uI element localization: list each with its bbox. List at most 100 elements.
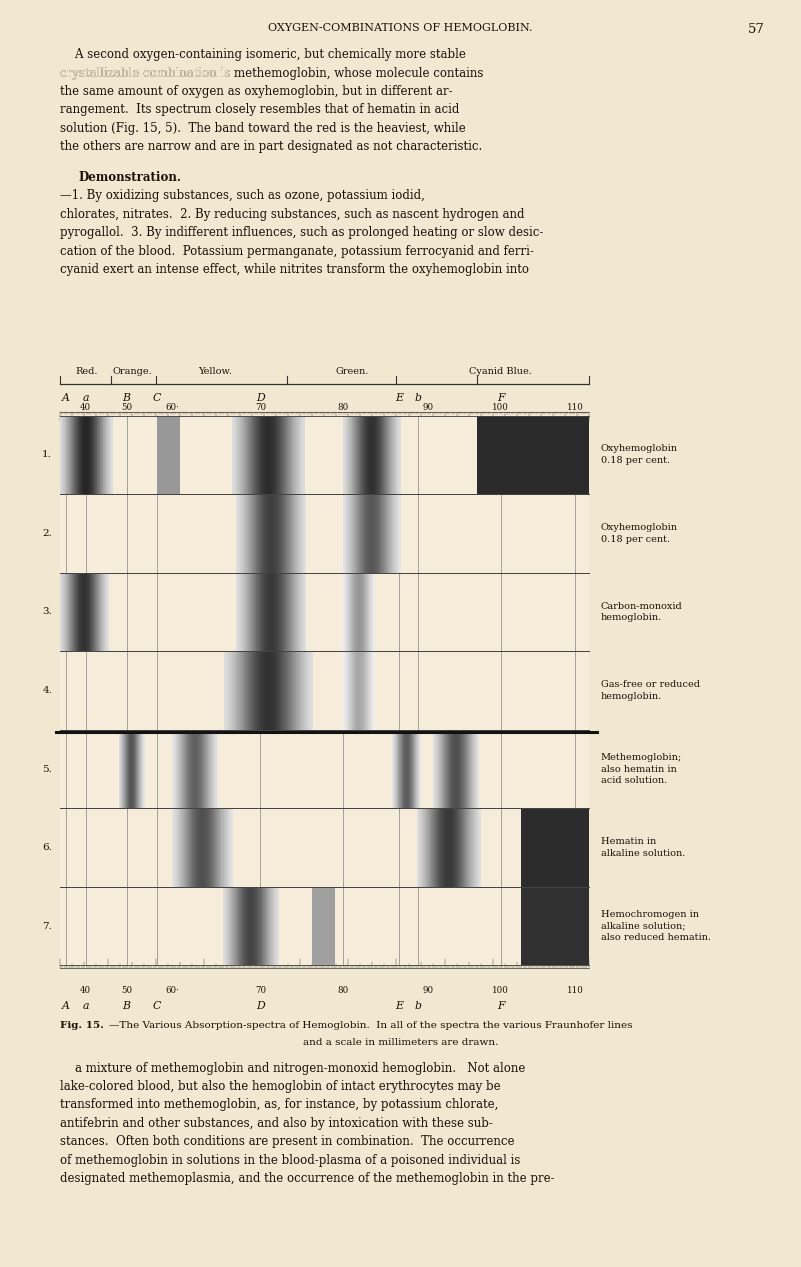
Bar: [372, 416, 373, 494]
Bar: [280, 651, 281, 730]
Bar: [271, 416, 272, 494]
Bar: [237, 651, 238, 730]
Bar: [267, 494, 268, 573]
Bar: [388, 494, 389, 573]
Bar: [256, 651, 257, 730]
Bar: [68, 416, 69, 494]
Bar: [438, 730, 439, 808]
Bar: [76, 416, 77, 494]
Bar: [184, 808, 186, 887]
Bar: [254, 573, 255, 651]
Bar: [352, 573, 354, 651]
Bar: [344, 651, 345, 730]
Bar: [357, 573, 358, 651]
Bar: [276, 573, 278, 651]
Bar: [93, 416, 94, 494]
Bar: [296, 573, 297, 651]
Bar: [175, 808, 176, 887]
Bar: [355, 651, 356, 730]
Bar: [400, 494, 401, 573]
Bar: [477, 730, 478, 808]
Bar: [464, 808, 465, 887]
Bar: [228, 808, 229, 887]
Bar: [433, 808, 434, 887]
Bar: [218, 808, 219, 887]
Bar: [357, 494, 358, 573]
Bar: [252, 651, 253, 730]
Bar: [238, 573, 239, 651]
Bar: [357, 494, 359, 573]
Bar: [193, 808, 194, 887]
Bar: [222, 808, 223, 887]
Bar: [292, 416, 293, 494]
Bar: [374, 651, 376, 730]
Bar: [263, 416, 264, 494]
Bar: [263, 887, 264, 965]
Bar: [373, 573, 374, 651]
Bar: [371, 416, 372, 494]
Bar: [215, 730, 216, 808]
Bar: [204, 730, 206, 808]
Bar: [369, 494, 371, 573]
Bar: [456, 730, 457, 808]
Bar: [411, 730, 413, 808]
Text: of methemoglobin in solutions in the blood-plasma of a poisoned individual is: of methemoglobin in solutions in the blo…: [60, 1154, 521, 1167]
Bar: [95, 416, 96, 494]
Bar: [423, 808, 425, 887]
Bar: [194, 808, 195, 887]
Text: 80: 80: [337, 403, 348, 412]
Bar: [231, 808, 232, 887]
Bar: [355, 494, 356, 573]
Bar: [176, 730, 177, 808]
Bar: [61, 573, 62, 651]
Bar: [262, 651, 263, 730]
Bar: [425, 808, 426, 887]
Bar: [261, 887, 262, 965]
Bar: [237, 494, 238, 573]
Bar: [266, 887, 267, 965]
Bar: [206, 808, 207, 887]
Bar: [90, 416, 91, 494]
Bar: [360, 651, 361, 730]
Bar: [242, 416, 244, 494]
Bar: [283, 651, 284, 730]
Bar: [289, 494, 290, 573]
Bar: [120, 730, 122, 808]
Bar: [85, 573, 86, 651]
Bar: [300, 494, 301, 573]
Text: 5.: 5.: [42, 764, 52, 774]
Bar: [87, 573, 88, 651]
Bar: [129, 730, 130, 808]
Bar: [382, 494, 383, 573]
Bar: [262, 573, 263, 651]
Bar: [95, 573, 96, 651]
Bar: [298, 416, 300, 494]
Bar: [181, 808, 182, 887]
Bar: [80, 416, 81, 494]
Text: Oxyhemoglobin
0.18 per cent.: Oxyhemoglobin 0.18 per cent.: [601, 445, 678, 465]
Bar: [373, 573, 375, 651]
Bar: [199, 730, 200, 808]
Bar: [389, 494, 390, 573]
Bar: [400, 416, 401, 494]
Bar: [287, 494, 288, 573]
Bar: [244, 573, 245, 651]
Bar: [291, 416, 292, 494]
Bar: [183, 730, 185, 808]
Bar: [74, 573, 75, 651]
Bar: [441, 730, 442, 808]
Bar: [350, 494, 352, 573]
Bar: [96, 416, 97, 494]
Bar: [349, 573, 351, 651]
Bar: [247, 494, 248, 573]
Bar: [280, 573, 281, 651]
Bar: [248, 651, 250, 730]
Bar: [295, 494, 296, 573]
Bar: [106, 416, 107, 494]
Bar: [365, 416, 366, 494]
Bar: [477, 730, 479, 808]
Bar: [98, 416, 99, 494]
Bar: [211, 730, 213, 808]
Bar: [294, 573, 295, 651]
Bar: [398, 494, 400, 573]
